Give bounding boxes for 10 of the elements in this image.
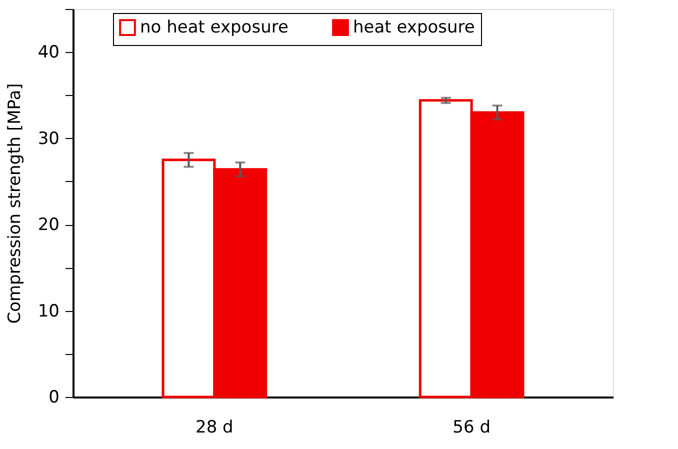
y-axis-title: Compression strength [MPa] [4,83,25,324]
y-tick-label: 10 [38,301,60,322]
legend-label: heat exposure [353,18,475,38]
x-tick-label: 56 d [452,418,490,438]
legend-label: no heat exposure [140,18,288,38]
y-tick-label: 0 [48,388,60,408]
x-tick-label: 28 d [196,418,234,438]
y-tick-label: 30 [38,128,60,149]
y-tick-label: 40 [38,42,60,63]
y-tick-label: 20 [38,215,60,236]
